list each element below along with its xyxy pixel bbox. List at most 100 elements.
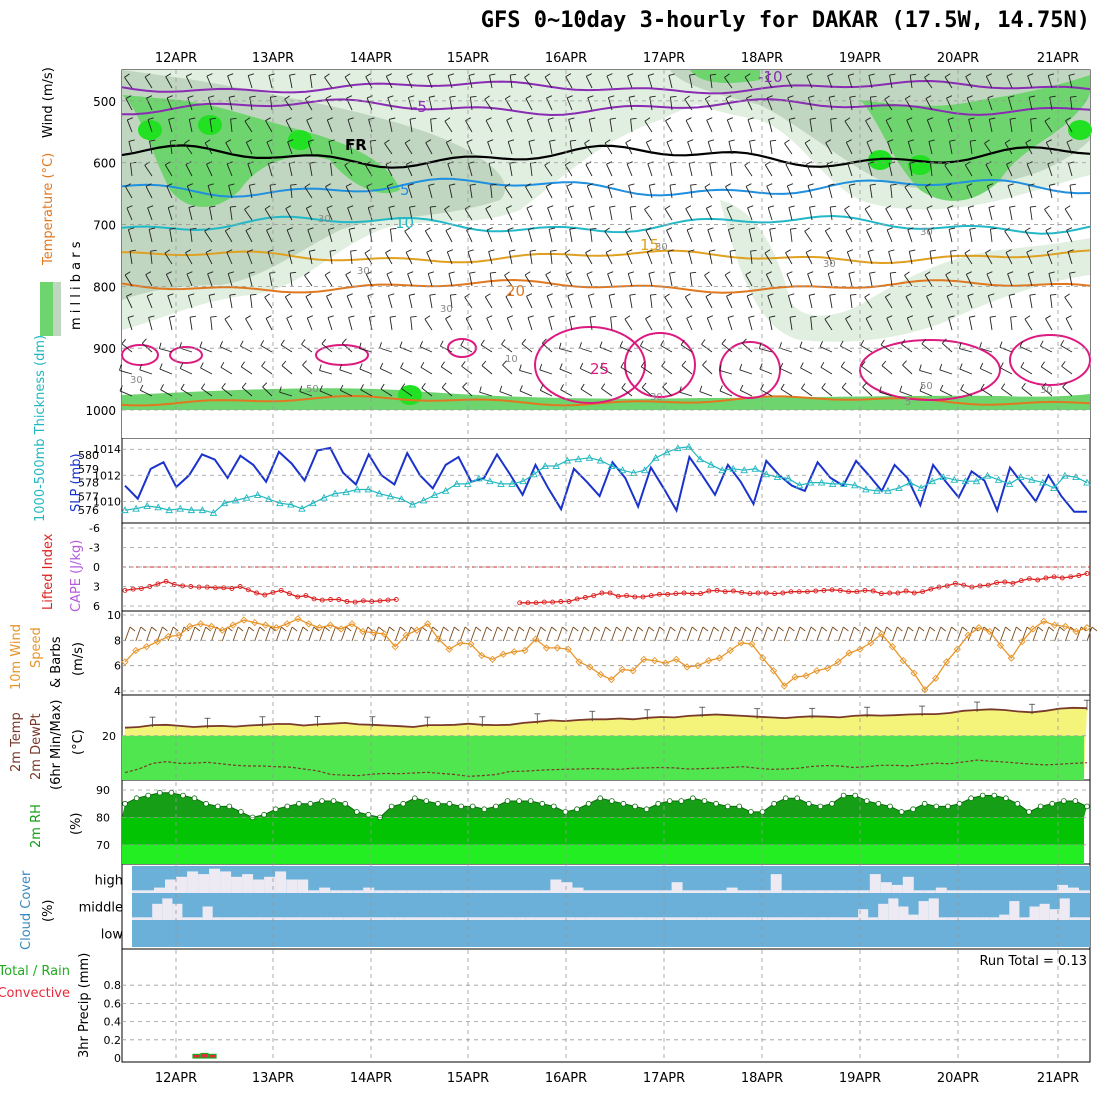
wind-barb — [529, 251, 533, 265]
thickness-point — [276, 499, 284, 507]
wind-barb — [986, 273, 993, 287]
lifted-index-point — [393, 597, 399, 602]
wind10m-barb-flag — [508, 626, 514, 632]
wind-barb — [565, 274, 573, 287]
wind-barb — [661, 365, 673, 375]
cloud-middle-bar — [474, 917, 485, 920]
wind-barb — [544, 164, 553, 177]
wind-barb — [440, 366, 453, 375]
cloud-middle-bar — [878, 903, 889, 920]
wind-barb-flag — [1000, 362, 1004, 369]
wind-barb — [687, 141, 693, 155]
cloud-high-bar — [385, 890, 397, 893]
lifted-index-point — [837, 587, 843, 593]
wind-barb-flag — [304, 271, 310, 276]
wind-barb-flag — [200, 362, 204, 369]
wind-barb — [968, 317, 973, 331]
wind-barb-flag — [829, 293, 836, 296]
cloud-middle-bar — [858, 909, 869, 920]
date-label-bottom: 14APR — [350, 1071, 392, 1086]
thickness-point — [475, 474, 483, 482]
wind-barb-flag — [880, 339, 885, 346]
wind-barb-flag — [861, 361, 866, 367]
wind-barb-flag — [608, 95, 615, 98]
wind-barb-flag — [950, 249, 957, 252]
wind-barb — [344, 164, 353, 177]
thickness-point — [895, 484, 903, 492]
wind10m-barb — [794, 626, 801, 642]
wind-barb-flag — [690, 271, 697, 274]
wind-barb — [541, 342, 553, 353]
wind-barb-flag — [827, 73, 834, 77]
lifted-index-point — [1059, 575, 1065, 581]
wind-barb — [927, 229, 933, 243]
wind-barb — [209, 207, 213, 221]
wind-barb — [407, 273, 413, 287]
wind-barb — [265, 318, 273, 331]
wind-barb — [1048, 185, 1053, 199]
cloud-middle-bar — [908, 914, 919, 920]
wind-barb-flag — [845, 227, 852, 231]
wind-barb-flag — [168, 205, 175, 209]
wind-barb-flag — [167, 293, 174, 297]
cloud-high-bar — [814, 890, 826, 893]
wind-barb — [229, 295, 233, 309]
wind-barb-flag — [779, 362, 784, 369]
wind-barb — [245, 230, 253, 243]
wind-barb-flag — [1048, 271, 1055, 274]
thickness-point — [408, 500, 417, 508]
wind-barb — [669, 185, 673, 199]
wind-barb-flag — [830, 117, 837, 120]
wind-barb — [768, 119, 773, 133]
wind-barb-flag — [160, 384, 164, 390]
wind-barb-flag — [806, 73, 813, 77]
wind-barb — [141, 342, 153, 353]
wind-barb-flag — [146, 293, 153, 297]
cloud-layer-label: middle — [79, 901, 123, 916]
wind-barb-flag — [525, 183, 531, 188]
wind-barb-flag — [289, 73, 296, 76]
wind-barb — [1044, 120, 1053, 133]
wind-barb-flag — [127, 315, 134, 319]
wind-barb-flag — [464, 293, 470, 298]
thickness-point — [508, 480, 516, 487]
wind-barb — [861, 365, 873, 375]
wind-barb — [948, 317, 953, 331]
rh-high-spot-1 — [198, 115, 222, 135]
rh-contour-label: 30 — [440, 304, 453, 315]
wind-barb-flag — [769, 227, 776, 230]
wind-barb-flag — [588, 293, 595, 296]
wind-barb-flag — [646, 139, 652, 143]
cloud-middle-bar — [787, 917, 798, 920]
date-label-bottom: 12APR — [155, 1071, 197, 1086]
wind-barb-flag — [928, 227, 935, 230]
wind-barb — [1030, 119, 1033, 133]
wind-barb — [1064, 296, 1073, 309]
wind-barb — [681, 365, 693, 375]
wind-barb-flag — [327, 315, 334, 319]
cloud-high-bar — [550, 879, 562, 893]
wind-barb — [609, 119, 613, 133]
dewpoint-line — [124, 759, 1088, 777]
lifted-index-point — [196, 584, 202, 590]
wind-barb-flag — [281, 360, 287, 366]
wind-barb-flag — [430, 117, 437, 120]
thickness-tick-label: 579 — [78, 463, 99, 476]
cloud-middle-bar — [938, 917, 949, 920]
wind-barb — [848, 185, 853, 199]
lifted-index-point — [558, 599, 564, 604]
lifted-index-point — [1076, 573, 1082, 578]
wind-barb — [881, 365, 893, 375]
wind-barb — [420, 366, 433, 375]
wind-barb — [567, 295, 573, 309]
wind-barb-flag — [504, 183, 511, 188]
wind-speed-point — [1050, 621, 1059, 629]
rh-contour-label: 30 — [130, 375, 143, 386]
wind-barb — [184, 143, 193, 155]
wind10m-barb — [546, 626, 553, 642]
wind-speed-point — [1072, 627, 1080, 636]
wind-barb — [1062, 386, 1073, 397]
wind-barb-flag — [129, 249, 136, 252]
lifted-index-point — [624, 593, 630, 599]
wind-barb — [624, 318, 633, 331]
